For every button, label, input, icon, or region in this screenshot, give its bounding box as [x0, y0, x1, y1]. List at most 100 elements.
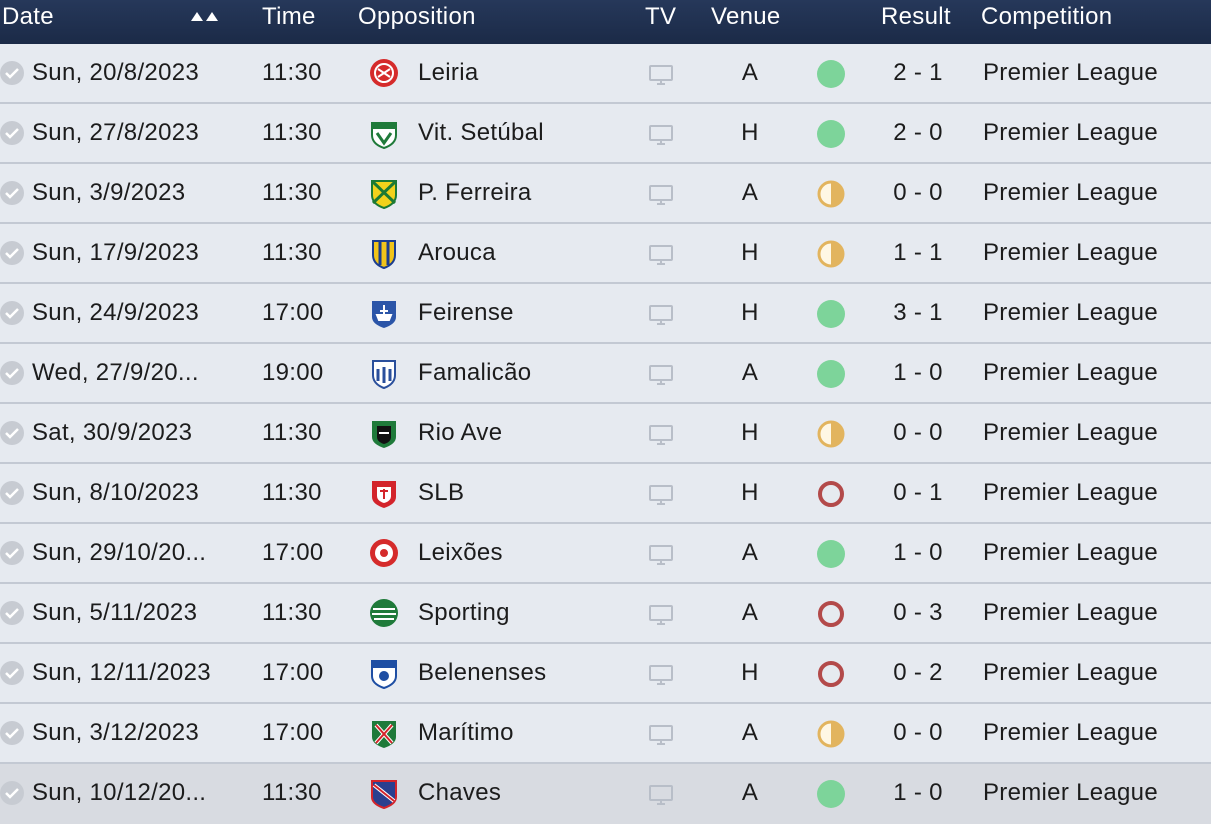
fixture-row[interactable]: Sun, 5/11/2023 11:30 Sporting A 0 - 3 Premier… [0, 584, 1211, 644]
fixture-result[interactable]: 1 - 0 [893, 539, 943, 566]
fixture-date: Sun, 3/12/2023 [32, 719, 200, 746]
fixture-result[interactable]: 1 - 1 [893, 239, 943, 266]
famalicao-crest-icon[interactable] [368, 357, 400, 389]
fixture-opposition[interactable]: Feirense [418, 299, 514, 326]
chaves-crest-icon[interactable] [368, 777, 400, 809]
fixture-competition[interactable]: Premier League [983, 539, 1158, 566]
checkmark-icon [0, 661, 24, 685]
belenenses-crest-icon[interactable] [368, 657, 400, 689]
fixture-competition[interactable]: Premier League [983, 59, 1158, 86]
fixture-result[interactable]: 2 - 1 [893, 59, 943, 86]
p-ferreira-crest-icon[interactable] [368, 177, 400, 209]
fixture-opposition[interactable]: Vit. Setúbal [418, 119, 544, 146]
fixture-opposition[interactable]: Chaves [418, 779, 502, 806]
checkmark-icon [0, 181, 24, 205]
fixture-venue: A [741, 59, 759, 86]
fixture-competition[interactable]: Premier League [983, 479, 1158, 506]
rio-ave-crest-icon[interactable] [368, 417, 400, 449]
win-indicator-icon [817, 120, 845, 148]
column-header-tv[interactable]: TV [645, 3, 677, 30]
sporting-crest-icon[interactable] [368, 597, 400, 629]
fixture-row[interactable]: Sat, 30/9/2023 11:30 Rio Ave H 0 - 0 Premier … [0, 404, 1211, 464]
fixture-date: Sun, 10/12/20... [32, 779, 207, 806]
fixture-competition[interactable]: Premier League [983, 719, 1158, 746]
fixture-result[interactable]: 1 - 0 [893, 359, 943, 386]
fixture-opposition[interactable]: SLB [418, 479, 465, 506]
fixture-row[interactable]: Sun, 20/8/2023 11:30 Leiria A 2 - 1 Premier L… [0, 44, 1211, 104]
fixture-result[interactable]: 0 - 0 [893, 179, 943, 206]
fixtures-list: Sun, 20/8/2023 11:30 Leiria A 2 - 1 Premier L… [0, 44, 1211, 824]
fixture-competition[interactable]: Premier League [983, 179, 1158, 206]
fixture-date: Sun, 29/10/20... [32, 539, 207, 566]
fixture-opposition[interactable]: Leiria [418, 59, 479, 86]
fixture-row[interactable]: Sun, 24/9/2023 17:00 Feirense H 3 - 1 Premier… [0, 284, 1211, 344]
fixture-row[interactable]: Sun, 8/10/2023 11:30 SLB H 0 - 1 Premier Leag… [0, 464, 1211, 524]
fixture-result[interactable]: 0 - 0 [893, 719, 943, 746]
checkmark-icon [0, 781, 24, 805]
fixture-date: Sun, 8/10/2023 [32, 479, 200, 506]
fixture-row[interactable]: Wed, 27/9/20... 19:00 Famalicão A 1 - 0 Premi… [0, 344, 1211, 404]
fixture-time: 17:00 [262, 299, 324, 326]
fixture-time: 17:00 [262, 539, 324, 566]
fixtures-table-header: Date Time Opposition TV Venue Result Com… [0, 0, 1211, 44]
arouca-crest-icon[interactable] [368, 237, 400, 269]
sort-ascending-icon[interactable] [190, 10, 220, 22]
fixture-opposition[interactable]: Rio Ave [418, 419, 503, 446]
fixture-competition[interactable]: Premier League [983, 419, 1158, 446]
fixture-competition[interactable]: Premier League [983, 119, 1158, 146]
win-indicator-icon [817, 360, 845, 388]
fixture-competition[interactable]: Premier League [983, 299, 1158, 326]
fixture-row[interactable]: Sun, 27/8/2023 11:30 Vit. Setúbal H 2 - 0 Pre… [0, 104, 1211, 164]
fixture-competition[interactable]: Premier League [983, 239, 1158, 266]
win-indicator-icon [817, 540, 845, 568]
fixture-venue: A [741, 359, 759, 386]
fixture-opposition[interactable]: P. Ferreira [418, 179, 532, 206]
fixture-result[interactable]: 1 - 0 [893, 779, 943, 806]
fixture-row[interactable]: Sun, 10/12/20... 11:30 Chaves A 1 - 0 Premier… [0, 764, 1211, 824]
loss-indicator-icon [818, 601, 844, 627]
checkmark-icon [0, 481, 24, 505]
fixture-opposition[interactable]: Arouca [418, 239, 496, 266]
column-header-opposition[interactable]: Opposition [358, 3, 476, 30]
column-header-venue[interactable]: Venue [711, 3, 781, 30]
win-indicator-icon [817, 60, 845, 88]
fixture-opposition[interactable]: Belenenses [418, 659, 547, 686]
fixture-time: 11:30 [262, 119, 322, 146]
fixture-result[interactable]: 0 - 2 [893, 659, 943, 686]
fixture-opposition[interactable]: Leixões [418, 539, 503, 566]
column-header-time[interactable]: Time [262, 3, 316, 30]
fixture-competition[interactable]: Premier League [983, 779, 1158, 806]
fixture-result[interactable]: 0 - 0 [893, 419, 943, 446]
fixture-competition[interactable]: Premier League [983, 359, 1158, 386]
fixture-result[interactable]: 2 - 0 [893, 119, 943, 146]
fixture-venue: A [741, 779, 759, 806]
fixture-time: 11:30 [262, 779, 322, 806]
fixture-venue: H [741, 659, 759, 686]
feirense-crest-icon[interactable] [368, 297, 400, 329]
fixture-result[interactable]: 0 - 1 [893, 479, 943, 506]
slb-crest-icon[interactable] [368, 477, 400, 509]
loss-indicator-icon [818, 661, 844, 687]
fixture-venue: A [741, 719, 759, 746]
leiria-crest-icon[interactable] [368, 57, 400, 89]
leixoes-crest-icon[interactable] [368, 537, 400, 569]
tv-monitor-icon [649, 785, 673, 805]
fixture-competition[interactable]: Premier League [983, 659, 1158, 686]
fixture-row[interactable]: Sun, 29/10/20... 17:00 Leixões A 1 - 0 Premie… [0, 524, 1211, 584]
fixture-row[interactable]: Sun, 17/9/2023 11:30 Arouca H 1 - 1 Premier L… [0, 224, 1211, 284]
fixture-opposition[interactable]: Marítimo [418, 719, 514, 746]
column-header-date[interactable]: Date [2, 3, 54, 30]
fixture-opposition[interactable]: Famalicão [418, 359, 532, 386]
maritimo-crest-icon[interactable] [368, 717, 400, 749]
fixture-result[interactable]: 3 - 1 [893, 299, 943, 326]
fixture-competition[interactable]: Premier League [983, 599, 1158, 626]
fixture-opposition[interactable]: Sporting [418, 599, 510, 626]
vit-setubal-crest-icon[interactable] [368, 117, 400, 149]
column-header-result[interactable]: Result [881, 3, 951, 30]
fixture-row[interactable]: Sun, 3/9/2023 11:30 P. Ferreira A 0 - 0 Premi… [0, 164, 1211, 224]
fixture-row[interactable]: Sun, 12/11/2023 17:00 Belenenses H 0 - 2 Prem… [0, 644, 1211, 704]
column-header-competition[interactable]: Competition [981, 3, 1113, 30]
fixture-result[interactable]: 0 - 3 [893, 599, 943, 626]
fixture-row[interactable]: Sun, 3/12/2023 17:00 Marítimo A 0 - 0 Premier… [0, 704, 1211, 764]
fixture-time: 11:30 [262, 59, 322, 86]
